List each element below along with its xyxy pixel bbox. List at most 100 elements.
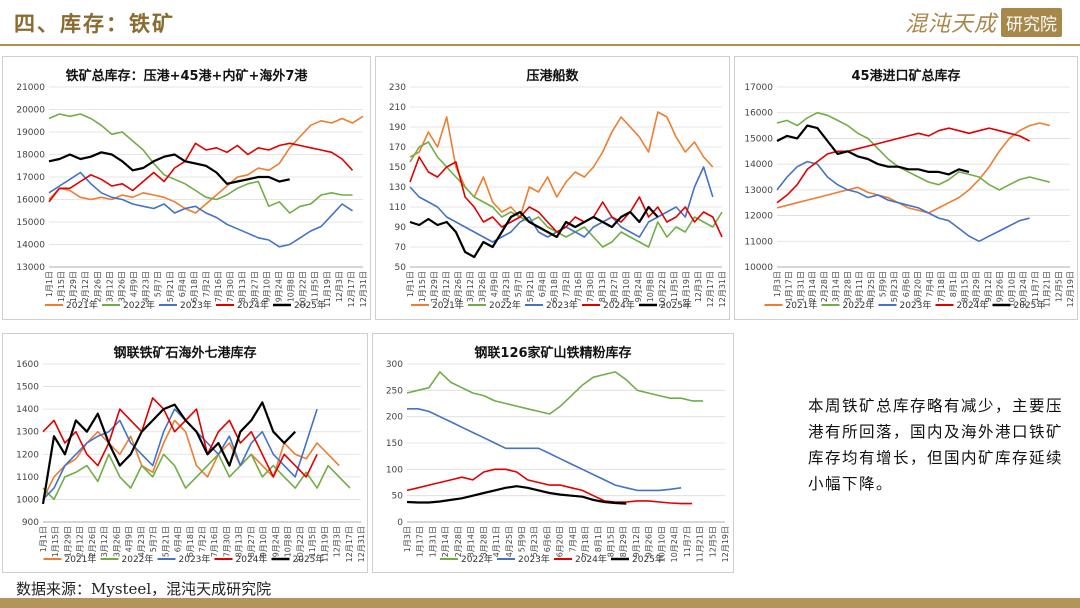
- series-line-2024年: [48, 142, 354, 203]
- y-tick-label: 1200: [16, 450, 39, 460]
- y-tick-label: 130: [389, 183, 406, 193]
- legend: 2021年 2022年 2023年 2024年 2025年: [45, 299, 326, 311]
- x-tick-label: 6月18日: [186, 526, 195, 557]
- x-tick-label: 9月12日: [984, 271, 993, 302]
- x-tick-label: 8月27日: [250, 271, 259, 302]
- data-source: 数据来源：Mysteel，混沌天成研究院: [16, 580, 272, 598]
- legend-item: 2025年: [611, 553, 664, 565]
- x-tick-label: 4月9日: [130, 271, 139, 297]
- y-tick-label: 11000: [744, 237, 773, 247]
- x-axis: 1月3日 1月17日 1月31日 2月14日 2月28日 3月14日 3月28日 4月11日 4…: [403, 526, 730, 562]
- y-tick-label: 19000: [16, 128, 45, 138]
- y-tick-label: 10000: [744, 263, 773, 273]
- x-tick-label: 2月12日: [76, 526, 85, 557]
- legend-label: 2024年: [575, 553, 607, 565]
- x-tick-label: 6月20日: [556, 526, 565, 557]
- legend-item: 2021年: [45, 299, 98, 311]
- series-line-2022年: [48, 113, 353, 214]
- series-lines: [406, 371, 704, 505]
- x-tick-label: 11月5日: [670, 271, 679, 302]
- y-tick-label: 12000: [744, 212, 773, 222]
- legend-label: 2023年: [518, 553, 550, 565]
- x-tick-label: 9月10日: [259, 526, 268, 557]
- legend-label: 2023年: [180, 299, 212, 311]
- x-tick-label: 5月23日: [530, 526, 539, 557]
- legend-label: 2022年: [461, 553, 493, 565]
- y-axis: 50 70 90 110 130 150 170 190 210 230: [389, 83, 406, 273]
- series-lines: [409, 111, 723, 259]
- series-line-2021年: [409, 111, 714, 218]
- y-tick-label: 50: [395, 263, 407, 273]
- x-tick-label: 4月25日: [867, 271, 876, 302]
- x-tick-label: 3月28日: [843, 271, 852, 302]
- x-tick-label: 3月12日: [466, 271, 475, 302]
- chart-overseas-7-ports: 900 1000 1100 1200 1300 1400 1500 1600 1月1日 1月15日…: [16, 360, 366, 565]
- x-tick-label: 12月31日: [718, 271, 727, 307]
- legend-label: 2021年: [65, 553, 97, 565]
- x-axis: 1月1日 1月15日 1月29日 2月12日 2月26日 3月12日 3月26日 4月9日 4月…: [406, 271, 727, 307]
- y-tick-label: 900: [22, 518, 39, 528]
- legend-item: 2025年: [271, 553, 324, 565]
- legend-label: 2022年: [843, 299, 875, 311]
- y-tick-label: 1500: [16, 383, 39, 393]
- legend-item: 2023年: [157, 553, 210, 565]
- x-tick-label: 9月10日: [622, 271, 631, 302]
- x-tick-label: 12月17日: [347, 271, 356, 307]
- x-tick-label: 1月31日: [796, 271, 805, 302]
- y-tick-label: 210: [389, 103, 406, 113]
- series-line-2022年: [409, 141, 723, 248]
- legend-item: 2021年: [43, 553, 97, 565]
- y-tick-label: 14000: [16, 241, 45, 251]
- x-tick-label: 1月31日: [428, 526, 437, 557]
- x-tick-label: 4月9日: [490, 271, 499, 297]
- legend: 2022年 2023年 2024年 2025年: [440, 553, 664, 565]
- x-tick-label: 2月12日: [442, 271, 451, 302]
- x-tick-label: 1月3日: [403, 526, 412, 552]
- x-tick-label: 8月1日: [949, 271, 958, 297]
- chart-title: 钢联126家矿山铁精粉库存: [474, 346, 632, 361]
- x-tick-label: 4月23日: [502, 271, 511, 302]
- x-tick-label: 3月12日: [100, 526, 109, 557]
- series-lines: [776, 111, 1050, 243]
- x-tick-label: 9月12日: [632, 526, 641, 557]
- legend-label: 2021年: [432, 299, 464, 311]
- series-line-2024年: [409, 156, 723, 238]
- x-tick-label: 10月22日: [296, 526, 305, 562]
- x-tick-label: 3月26日: [112, 526, 121, 557]
- chart-title: 45港进口矿总库存: [851, 69, 961, 84]
- chart-panel-port-ships: 50 70 90 110 130 150 170 190 210 230 1月1日 1月15日 1月29…: [375, 56, 730, 320]
- x-tick-label: 1月29日: [69, 271, 78, 302]
- chart-panel-overseas-7-ports: 900 1000 1100 1200 1300 1400 1500 1600 1月1日 1月15日…: [2, 333, 368, 573]
- x-tick-label: 12月5日: [708, 526, 717, 557]
- legend-label: 2025年: [660, 299, 692, 311]
- series-line-2021年: [48, 115, 364, 214]
- analysis-comment: 本周铁矿总库存略有减少，主要压港有所回落，国内及海外港口铁矿库存均有增长，但国内…: [808, 397, 1064, 493]
- x-tick-label: 9月24日: [271, 526, 280, 557]
- footer-bar: [0, 598, 1080, 608]
- x-tick-label: 1月3日: [773, 271, 782, 297]
- x-tick-label: 12月3日: [333, 526, 342, 557]
- x-tick-label: 5月21日: [526, 271, 535, 302]
- x-tick-label: 7月2日: [198, 526, 207, 552]
- x-tick-label: 11月7日: [1031, 271, 1040, 302]
- y-tick-label: 16000: [16, 196, 45, 206]
- x-tick-label: 12月31日: [359, 271, 368, 307]
- y-tick-label: 250: [386, 386, 403, 396]
- legend-label: 2023年: [546, 299, 578, 311]
- legend-item: 2021年: [764, 299, 817, 311]
- y-tick-label: 90: [395, 223, 407, 233]
- y-tick-label: 1600: [16, 360, 39, 370]
- legend-label: 2025年: [294, 299, 326, 311]
- x-tick-label: 5月23日: [890, 271, 899, 302]
- x-tick-label: 2月26日: [88, 526, 97, 557]
- series-line-2025年: [776, 124, 970, 176]
- x-tick-label: 7月30日: [222, 526, 231, 557]
- legend-label: 2022年: [123, 299, 155, 311]
- x-tick-label: 10月8日: [284, 526, 293, 557]
- y-tick-label: 17000: [744, 83, 773, 93]
- legend-item: 2024年: [582, 299, 635, 311]
- x-tick-label: 1月15日: [51, 526, 60, 557]
- y-axis: 13000 14000 15000 16000 17000 18000 19000 20000…: [16, 83, 45, 273]
- legend-label: 2025年: [1014, 299, 1046, 311]
- page-title: 四、库存：铁矿: [14, 11, 175, 36]
